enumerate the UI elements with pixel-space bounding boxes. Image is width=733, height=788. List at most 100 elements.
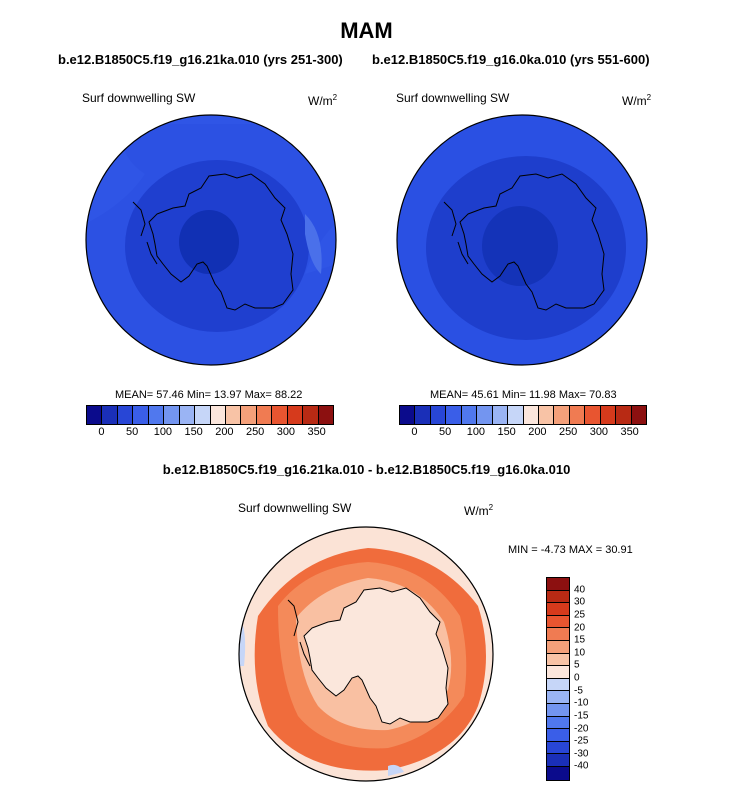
colorbar-swatch — [508, 406, 524, 424]
colorbar-swatch — [318, 406, 333, 424]
main-title: MAM — [340, 18, 393, 43]
colorbar-swatch — [225, 406, 242, 424]
left-map-border — [85, 114, 337, 366]
right-units-label: W/m2 — [622, 93, 652, 108]
colorbar-swatch — [554, 406, 570, 424]
left-antarctica-coastline — [148, 173, 294, 311]
colorbar-tick-label: -10 — [574, 697, 589, 709]
left-units-label: W/m2 — [308, 93, 338, 108]
colorbar-tick-label: 250 — [558, 426, 578, 438]
colorbar-swatch — [547, 653, 569, 667]
diff-polar-map — [238, 526, 494, 782]
colorbar-swatch — [272, 406, 288, 424]
diff-map-border — [238, 526, 494, 782]
colorbar-tick-label: -30 — [574, 748, 589, 760]
colorbar-tick-label: -40 — [574, 760, 589, 772]
right-map-border — [396, 114, 648, 366]
colorbar-tick-label: 50 — [439, 426, 452, 438]
colorbar-swatch — [547, 590, 569, 604]
left-colorbar — [86, 405, 334, 425]
colorbar-swatch — [538, 406, 555, 424]
colorbar-swatch — [569, 406, 586, 424]
colorbar-swatch — [102, 406, 118, 424]
colorbar-tick-label: 20 — [574, 622, 586, 633]
colorbar-tick-label: 300 — [276, 426, 296, 438]
right-case-title: b.e12.B1850C5.f19_g16.0ka.010 (yrs 551-6… — [372, 52, 650, 67]
colorbar-tick-label: 0 — [574, 672, 580, 684]
colorbar-tick-label: -5 — [574, 685, 583, 697]
colorbar-swatch — [87, 406, 103, 424]
colorbar-tick-label: 40 — [574, 584, 586, 596]
colorbar-swatch — [547, 691, 569, 704]
colorbar-tick-label: -25 — [574, 735, 589, 747]
colorbar-tick-label: 300 — [589, 426, 609, 438]
colorbar-swatch — [210, 406, 226, 424]
colorbar-tick-label: 15 — [574, 634, 586, 646]
colorbar-swatch — [461, 406, 478, 424]
colorbar-swatch — [585, 406, 601, 424]
colorbar-swatch — [547, 741, 569, 755]
colorbar-tick-label: 50 — [126, 426, 139, 438]
diff-units-label: W/m2 — [464, 503, 494, 518]
colorbar-swatch — [195, 406, 211, 424]
diff-variable-label: Surf downwelling SW — [238, 501, 352, 515]
colorbar-tick-label: 25 — [574, 609, 586, 621]
colorbar-tick-label: 0 — [411, 426, 418, 438]
colorbar-swatch — [430, 406, 447, 424]
colorbar-swatch — [547, 703, 569, 717]
right-colorbar — [399, 405, 647, 425]
colorbar-swatch — [477, 406, 493, 424]
colorbar-tick-label: 100 — [153, 426, 173, 438]
colorbar-swatch — [547, 766, 569, 780]
left-polar-map — [85, 114, 337, 366]
colorbar-tick-label: 200 — [215, 426, 234, 438]
colorbar-swatch — [241, 406, 257, 424]
colorbar-swatch — [547, 628, 569, 641]
right-polar-map — [396, 114, 648, 366]
right-pole-minimum — [482, 206, 558, 286]
colorbar-tick-label: 10 — [574, 647, 586, 659]
colorbar-swatch — [547, 603, 569, 616]
right-stats: MEAN= 45.61 Min= 11.98 Max= 70.83 — [430, 389, 617, 401]
left-case-title: b.e12.B1850C5.f19_g16.21ka.010 (yrs 251-… — [58, 52, 343, 67]
colorbar-swatch — [303, 406, 319, 424]
colorbar-tick-label: 350 — [307, 426, 326, 438]
colorbar-tick-label: 200 — [528, 426, 547, 438]
colorbar-swatch — [256, 406, 273, 424]
colorbar-swatch — [446, 406, 462, 424]
colorbar-tick-label: 250 — [245, 426, 265, 438]
left-variable-label: Surf downwelling SW — [82, 91, 196, 105]
colorbar-swatch — [547, 678, 569, 692]
diff-colorbar — [546, 577, 570, 781]
left-stats: MEAN= 57.46 Min= 13.97 Max= 88.22 — [115, 389, 303, 401]
colorbar-swatch — [547, 666, 569, 679]
colorbar-swatch — [600, 406, 617, 424]
colorbar-swatch — [547, 716, 569, 730]
colorbar-swatch — [547, 578, 569, 591]
diff-stats: MIN = -4.73 MAX = 30.91 — [508, 544, 633, 556]
colorbar-tick-label: -20 — [574, 723, 589, 734]
colorbar-tick-label: 150 — [497, 426, 516, 438]
colorbar-swatch — [616, 406, 632, 424]
colorbar-swatch — [523, 406, 539, 424]
colorbar-swatch — [547, 729, 569, 742]
colorbar-tick-label: 5 — [574, 659, 580, 671]
right-colorbar-ticks: 0 50 100 150 200 250 300 350 — [399, 426, 645, 440]
colorbar-swatch — [179, 406, 196, 424]
colorbar-swatch — [287, 406, 304, 424]
diff-antarctica-land — [303, 587, 449, 725]
colorbar-swatch — [547, 615, 569, 629]
colorbar-swatch — [164, 406, 180, 424]
colorbar-swatch — [547, 754, 569, 767]
left-colorbar-ticks: 0 50 100 150 200 250 300 350 — [86, 426, 332, 440]
colorbar-swatch — [148, 406, 165, 424]
diff-colorbar-ticks: 40 30 25 20 15 10 5 0 -5 -10 -15 -20 -25 -30 -40 — [574, 577, 614, 780]
colorbar-tick-label: 150 — [184, 426, 203, 438]
colorbar-swatch — [415, 406, 431, 424]
colorbar-tick-label: -15 — [574, 710, 589, 722]
right-variable-label: Surf downwelling SW — [396, 91, 510, 105]
colorbar-tick-label: 350 — [620, 426, 639, 438]
colorbar-swatch — [631, 406, 646, 424]
right-antarctica-coastline — [459, 173, 605, 311]
colorbar-tick-label: 0 — [98, 426, 105, 438]
